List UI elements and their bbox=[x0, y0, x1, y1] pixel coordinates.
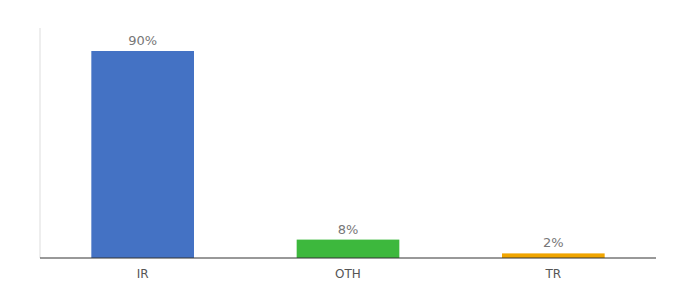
data-label: 8% bbox=[338, 222, 359, 237]
chart-container: IR OTH TR 90% 8% 2% bbox=[0, 0, 680, 300]
bar bbox=[91, 51, 194, 258]
bar bbox=[502, 253, 605, 258]
chart-svg: IR OTH TR 90% 8% 2% bbox=[0, 0, 680, 300]
bar bbox=[297, 240, 400, 258]
x-tick-label: TR bbox=[544, 267, 561, 281]
y-axis-line bbox=[40, 28, 41, 258]
x-tick-label: IR bbox=[137, 267, 149, 281]
data-label: 2% bbox=[543, 235, 564, 250]
x-axis-line bbox=[40, 258, 656, 259]
data-label: 90% bbox=[128, 33, 157, 48]
x-tick-label: OTH bbox=[335, 267, 361, 281]
bars bbox=[91, 51, 604, 258]
